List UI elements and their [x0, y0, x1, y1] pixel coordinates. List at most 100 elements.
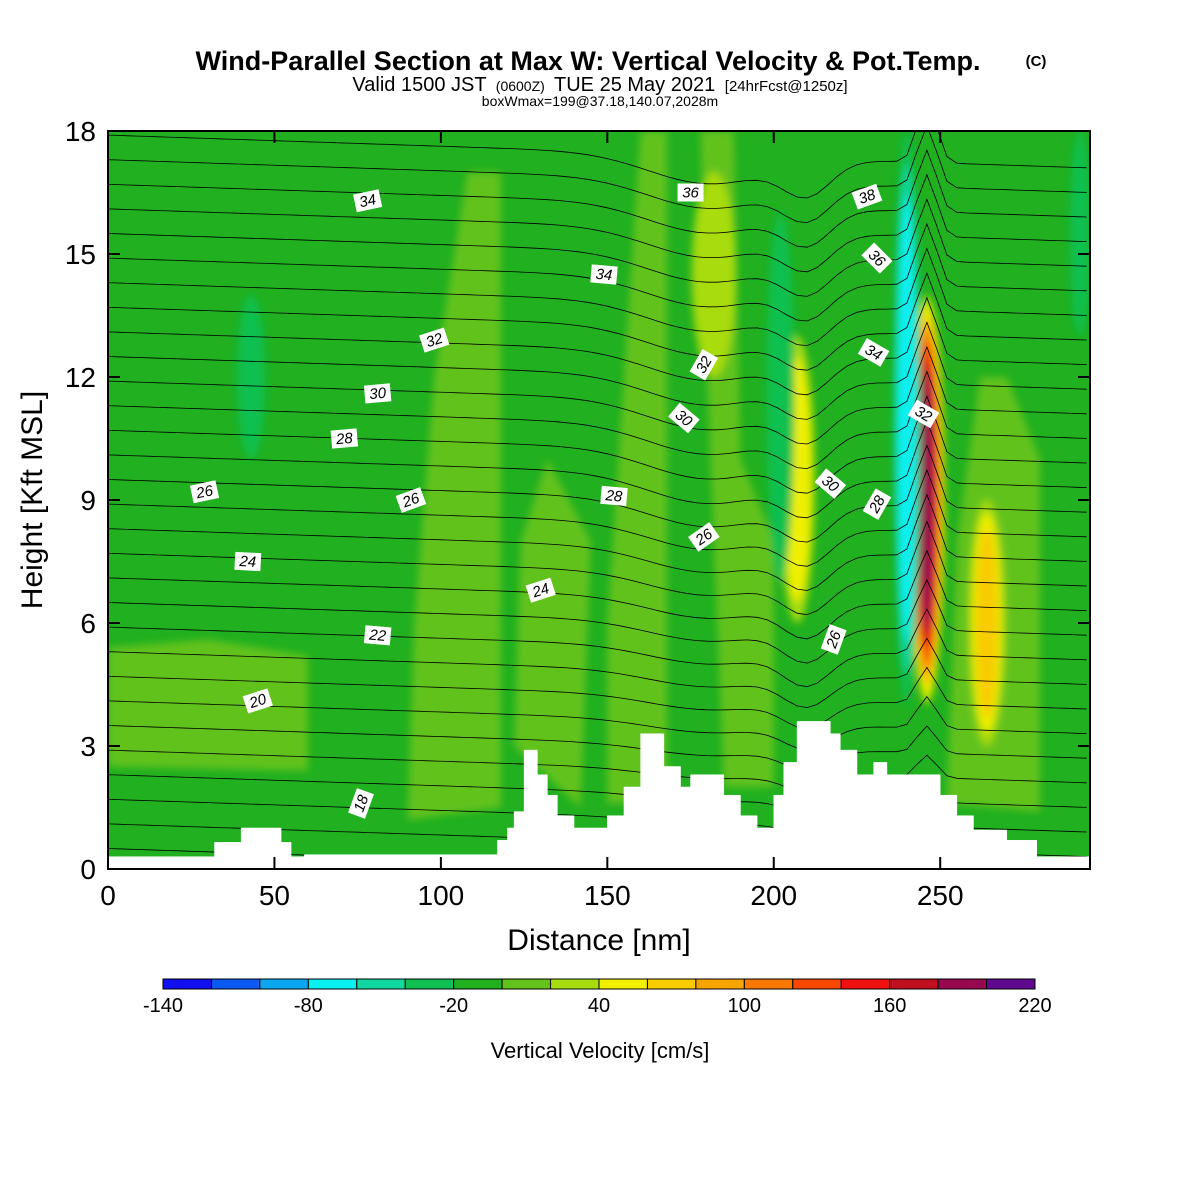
contour-label-text: 26 — [823, 628, 845, 651]
contour-label-box — [395, 487, 427, 513]
updraft-core — [920, 368, 934, 632]
valid-time-local: Valid 1500 JST — [352, 74, 486, 96]
contour-label-box — [363, 383, 392, 404]
contour-label-box — [668, 402, 700, 434]
colorbar-swatch — [404, 978, 455, 990]
y-tick-label: 6 — [80, 608, 96, 639]
contour-label: 32 — [419, 327, 450, 353]
theta-contour — [108, 131, 1087, 199]
terrain-profile — [108, 721, 1090, 869]
contour-label-text: 24 — [529, 580, 551, 602]
x-tick-label: 100 — [418, 880, 465, 911]
colorbar-swatch — [792, 978, 842, 990]
theta-contour — [108, 749, 1087, 792]
contour-label-text: 28 — [865, 492, 889, 516]
x-tick-label: 50 — [259, 880, 290, 911]
colorbar-tick-label: -80 — [294, 995, 323, 1017]
downdraft-core — [766, 213, 795, 582]
contour-label-box — [348, 788, 374, 819]
contour-label: 36 — [677, 183, 704, 202]
contour-label-text: 26 — [399, 489, 422, 511]
contour-label-box — [861, 242, 893, 274]
theta-contour — [108, 493, 1087, 591]
contour-label-box — [689, 348, 719, 381]
colorbar: -140 -80 -20 40 100 160 220 — [143, 978, 1052, 1017]
forecast-info: [24hrFcst@1250z] — [725, 78, 848, 95]
updraft-core — [975, 527, 998, 719]
contour-label: 20 — [242, 688, 273, 714]
contour-label-box — [242, 688, 273, 714]
weak-lift-region — [108, 639, 308, 771]
x-tick-label: 150 — [584, 880, 631, 911]
contour-label-text: 28 — [604, 487, 624, 506]
theta-contour — [108, 444, 1087, 543]
field-features — [108, 131, 1090, 820]
theta-contour — [108, 419, 1087, 519]
contour-label-text: 30 — [369, 385, 388, 403]
contour-label-box — [677, 183, 704, 202]
contour-label-text: 38 — [856, 186, 878, 208]
copyright-mark: (C) — [1026, 53, 1047, 70]
x-tick-label: 0 — [100, 880, 116, 911]
theta-contour — [108, 549, 1087, 640]
contour-label-text: 28 — [334, 430, 354, 449]
colorbar-swatch — [259, 978, 309, 990]
y-tick-label: 9 — [80, 485, 96, 516]
colorbar-tick-label: 40 — [588, 995, 610, 1017]
colorbar-swatch — [162, 978, 212, 990]
contour-label-box — [814, 468, 847, 499]
contour-label: 34 — [590, 264, 618, 285]
contour-label-text: 18 — [351, 792, 373, 814]
contour-label-box — [330, 428, 359, 449]
contour-label: 28 — [330, 428, 359, 449]
colorbar-swatch — [695, 978, 745, 990]
valid-time-line: Valid 1500 JST (0600Z) TUE 25 May 2021 [… — [352, 74, 847, 96]
y-tick-label: 15 — [65, 239, 96, 270]
weak-lift-region — [607, 131, 668, 804]
theta-contour — [108, 578, 1087, 664]
contour-label: 24 — [525, 577, 556, 603]
contour-label-text: 32 — [912, 403, 936, 426]
theta-contour — [108, 131, 1087, 224]
downdraft-patch — [1070, 131, 1090, 336]
contour-label-text: 34 — [358, 191, 378, 211]
theta-contour — [108, 173, 1087, 273]
downdraft-core — [897, 195, 916, 641]
theta-contour — [108, 149, 1087, 248]
colorbar-swatch — [453, 978, 503, 990]
contour-label: 28 — [600, 485, 628, 506]
colorbar-swatch — [646, 978, 697, 990]
theta-contour — [108, 520, 1087, 616]
colorbar-swatch — [501, 978, 552, 990]
contour-label-text: 34 — [862, 341, 885, 364]
contour-label-box — [600, 485, 628, 506]
colorbar-swatch — [986, 978, 1036, 990]
contour-label-text: 22 — [368, 627, 388, 646]
contour-label: 26 — [189, 480, 220, 504]
theta-contour — [108, 468, 1087, 567]
contour-label-text: 20 — [246, 691, 269, 713]
theta-contour — [108, 296, 1087, 396]
colorbar-swatch — [550, 978, 600, 990]
weak-updraft-region — [691, 172, 736, 377]
contour-label-text: 32 — [424, 330, 446, 352]
contour-label: 28 — [862, 488, 892, 520]
contour-label: 22 — [363, 625, 392, 646]
contour-label-box — [907, 399, 940, 429]
contour-label: 30 — [363, 383, 392, 404]
colorbar-tick-label: 220 — [1018, 995, 1051, 1017]
contour-label-box — [857, 338, 890, 367]
downdraft-patch — [237, 295, 266, 459]
contour-label: 26 — [820, 624, 847, 655]
theta-contour — [108, 345, 1087, 445]
colorbar-tick-label: 160 — [873, 995, 906, 1017]
valid-time-date: TUE 25 May 2021 — [554, 74, 715, 96]
colorbar-swatch — [937, 978, 988, 990]
contour-label: 34 — [353, 189, 383, 213]
chart-title: Wind-Parallel Section at Max W: Vertical… — [196, 46, 981, 76]
contour-label-box — [353, 189, 383, 213]
colorbar-tick-label: 100 — [728, 995, 761, 1017]
colorbar-swatch — [210, 978, 261, 990]
